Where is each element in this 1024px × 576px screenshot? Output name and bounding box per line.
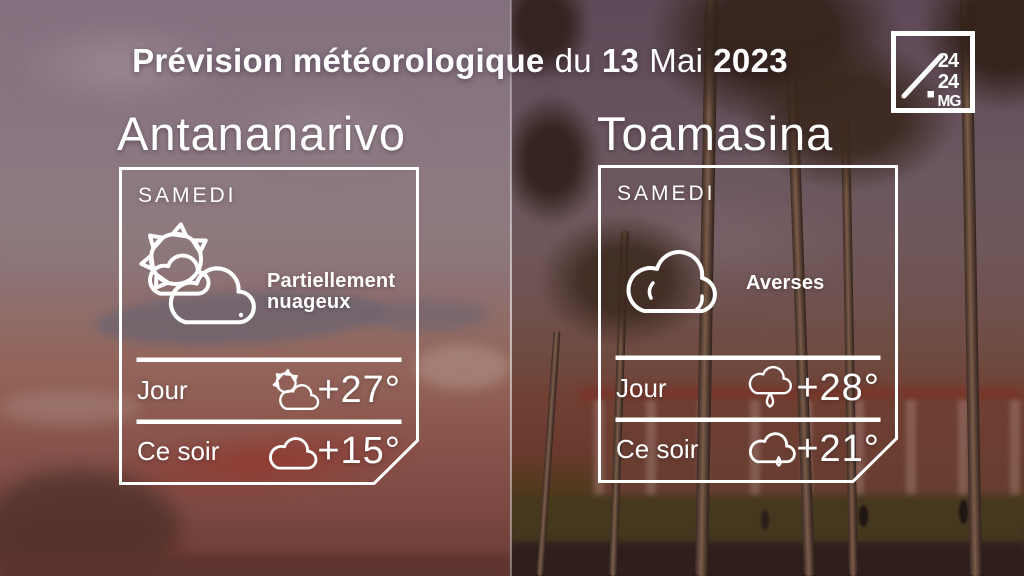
forecast-card-antananarivo: SAMEDI Partiellement nuageux Jour	[119, 167, 419, 485]
cloud-icon	[626, 250, 717, 313]
row-label: Ce soir	[616, 433, 699, 464]
forecast-card-toamasina: SAMEDI Averses Jour +28° Ce soir	[598, 165, 898, 483]
logo-text-middle: 24	[938, 71, 960, 93]
row-divider	[136, 357, 402, 362]
channel-logo-24-24-mg: 24 24 MG	[891, 31, 975, 113]
row-label: Jour	[616, 372, 667, 403]
logo-text-bottom: MG	[938, 93, 962, 110]
logo-slash-icon	[901, 53, 944, 99]
cloud-drizzle-icon	[748, 432, 796, 467]
city-name-antananarivo: Antananarivo	[117, 107, 406, 160]
road-blob	[0, 554, 511, 576]
row-label: Ce soir	[137, 435, 220, 466]
logo-dot	[927, 91, 934, 98]
headline-month: Mai	[649, 42, 704, 79]
forecast-row-evening: Ce soir +21°	[616, 426, 880, 472]
day-label: SAMEDI	[138, 184, 237, 207]
logo-text-top: 24	[938, 50, 960, 72]
temperature-value: +28°	[796, 366, 880, 409]
photo-split-line	[510, 0, 512, 576]
forecast-row-evening: Ce soir +15°	[137, 428, 401, 474]
row-divider	[136, 419, 402, 424]
temperature-value: +27°	[317, 368, 401, 411]
headline: Prévision météorologique du 13 Mai 2023	[0, 42, 920, 80]
palm-fronds	[511, 95, 601, 225]
condition-text: Averses	[746, 272, 825, 294]
day-label: SAMEDI	[617, 182, 716, 205]
card-border	[119, 167, 419, 485]
sun-behind-cloud-icon	[272, 369, 320, 410]
temperature-value: +21°	[796, 427, 880, 470]
pedestrian-blob	[959, 500, 968, 524]
forecast-row-day: Jour +27°	[137, 365, 401, 415]
scene-blob	[415, 345, 510, 390]
sun-behind-cloud-icon	[139, 222, 256, 325]
palm-trunk	[536, 330, 561, 576]
cloud-rain-icon	[748, 365, 792, 408]
scene-blob	[0, 500, 180, 576]
trees-blob	[0, 470, 180, 576]
city-name-toamasina: Toamasina	[597, 107, 834, 160]
cloud-icon	[269, 437, 318, 470]
headline-connector: du	[554, 42, 592, 79]
row-label: Jour	[137, 374, 188, 405]
card-border	[598, 165, 898, 483]
forecast-row-day: Jour +28°	[616, 363, 880, 413]
headline-lead: Prévision météorologique	[132, 42, 545, 79]
grass-blob	[511, 496, 1024, 548]
condition-text: Partiellement nuageux	[267, 270, 396, 313]
pedestrian-blob	[761, 510, 769, 530]
temperature-value: +15°	[317, 429, 401, 472]
row-divider	[615, 355, 881, 360]
row-divider	[615, 417, 881, 422]
headline-year: 2023	[713, 42, 788, 79]
pedestrian-blob	[859, 505, 868, 527]
road-blob	[511, 542, 1024, 576]
logo-frame	[891, 31, 975, 113]
headline-day: 13	[601, 42, 640, 79]
